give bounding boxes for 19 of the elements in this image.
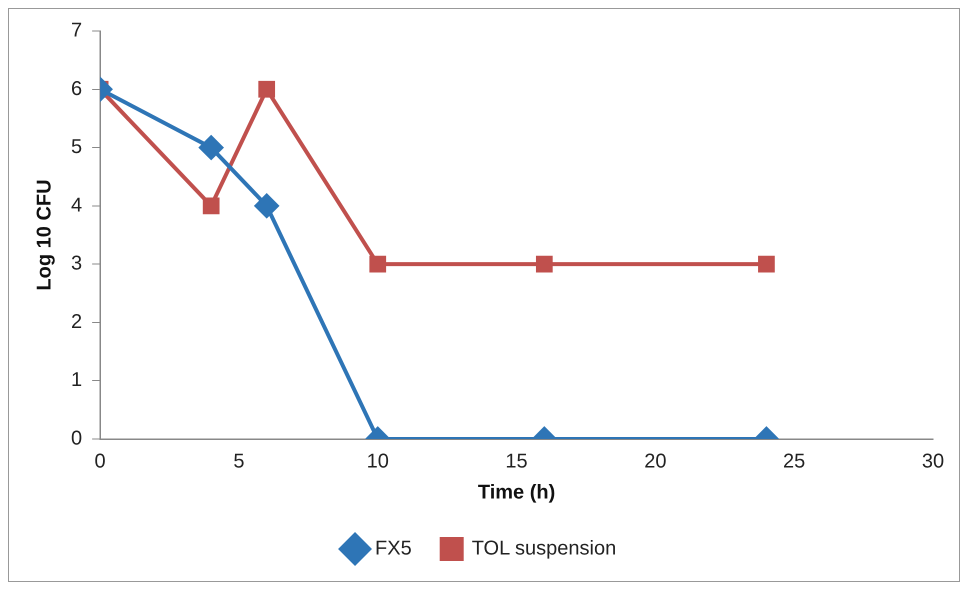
y-tick-label: 0 — [71, 428, 82, 450]
x-tick-label: 15 — [505, 450, 528, 473]
x-tick-label: 5 — [233, 450, 244, 473]
x-tick-label: 10 — [366, 450, 389, 473]
y-tick-label: 3 — [71, 252, 82, 275]
x-tick-label: 0 — [94, 450, 106, 473]
y-axis-title: Log 10 CFU — [34, 179, 56, 291]
y-tick-label: 6 — [71, 78, 82, 100]
y-tick-label: 2 — [71, 310, 82, 333]
y-tick-label: 1 — [71, 369, 82, 392]
legend-label: FX5 — [375, 538, 412, 560]
x-tick-label: 20 — [644, 450, 666, 473]
x-tick-label: 30 — [922, 450, 944, 473]
x-tick-label: 25 — [783, 450, 806, 473]
y-tick-label: 4 — [71, 194, 82, 216]
x-axis-title: Time (h) — [478, 482, 556, 504]
y-tick-label: 7 — [71, 20, 82, 42]
legend-label: TOL suspension — [472, 538, 616, 560]
y-tick-label: 5 — [71, 136, 82, 158]
